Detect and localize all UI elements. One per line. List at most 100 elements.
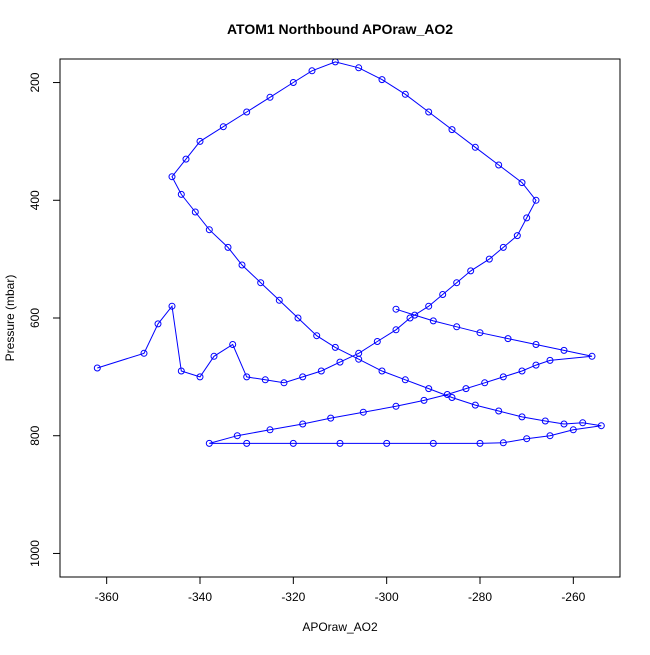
data-point [243,373,251,381]
data-point [205,439,213,447]
data-point [224,243,232,251]
data-point [299,373,307,381]
data-point [499,373,507,381]
data-point [448,126,456,134]
data-point [471,401,479,409]
data-point [499,439,507,447]
data-point [308,67,316,75]
data-point [392,402,400,410]
data-point [182,155,190,163]
data-point [177,190,185,198]
data-point [140,349,148,357]
data-point [378,76,386,84]
chart-title: ATOM1 Northbound APOraw_AO2 [227,21,453,37]
data-point [359,408,367,416]
y-tick-label: 800 [28,425,42,445]
data-point [569,426,577,434]
data-point [588,352,596,360]
data-point [523,435,531,443]
data-point [495,161,503,169]
data-point [453,323,461,331]
data-point [462,385,470,393]
data-point [425,302,433,310]
data-point [443,391,451,398]
x-tick-label: -300 [375,590,399,604]
data-point [229,341,237,348]
data-point [476,329,484,337]
series-line [97,61,602,444]
data-point [532,361,540,369]
data-point [546,432,554,440]
data-point [597,422,605,430]
data-point [191,208,199,216]
plot-frame [59,58,621,578]
x-axis-label: APOraw_AO2 [302,620,378,634]
data-point [411,311,419,319]
data-point [518,367,526,375]
data-point [336,439,344,447]
data-point [196,373,204,381]
x-tick-label: -260 [561,590,585,604]
data-point [275,296,283,304]
data-point [205,226,213,234]
data-point [168,302,176,310]
data-point [243,108,251,116]
data-point [238,261,246,269]
data-point [168,173,176,181]
data-point [261,376,269,384]
data-point [532,341,540,348]
x-tick-label: -340 [188,590,212,604]
data-point [513,232,521,240]
data-point [336,358,344,366]
data-point [299,420,307,428]
x-tick-label: -320 [281,590,305,604]
data-point [425,385,433,393]
data-point [289,439,297,447]
data-point [401,90,409,98]
y-tick-label: 1000 [28,540,42,567]
data-point [476,439,484,447]
data-point [495,407,503,415]
data-point [560,346,568,354]
data-point [317,367,325,375]
plot-layer [93,58,605,447]
data-point [429,439,437,447]
data-point [499,243,507,251]
data-point [331,343,339,351]
data-point [266,426,274,434]
data-point [532,196,540,204]
data-point [504,335,512,343]
data-point [93,364,101,372]
data-point [355,355,363,363]
data-point [481,379,489,387]
data-point [560,420,568,428]
data-point [373,338,381,345]
data-point [485,255,493,263]
y-axis-label: Pressure (mbar) [3,275,17,362]
data-point [425,108,433,116]
data-point [154,320,162,328]
data-point [420,396,428,404]
data-point [177,367,185,375]
data-point [579,419,587,427]
data-point [541,417,549,425]
data-point [378,367,386,375]
data-point [546,356,554,364]
data-point [280,379,288,387]
data-point [257,279,265,287]
data-point [210,352,218,360]
y-tick-label: 600 [28,308,42,328]
data-point [313,332,321,340]
data-point [355,64,363,72]
data-point [243,439,251,447]
data-point [523,214,531,222]
data-point [401,376,409,384]
x-tick-label: -360 [95,590,119,604]
data-point [383,439,391,447]
data-point [327,414,335,422]
data-point [196,137,204,145]
data-point [518,413,526,421]
data-point [289,79,297,86]
